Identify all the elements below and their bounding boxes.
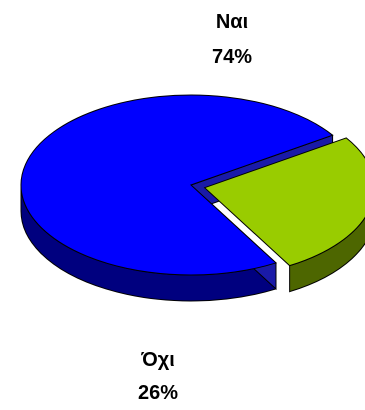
slice-no (203, 137, 365, 267)
slice-yes (20, 94, 334, 276)
slice-label-no: Όχι (141, 349, 175, 371)
slice-value-yes: 74% (211, 46, 253, 68)
slice-value-no: 26% (137, 382, 179, 404)
slice-label-yes: Ναι (215, 11, 249, 33)
